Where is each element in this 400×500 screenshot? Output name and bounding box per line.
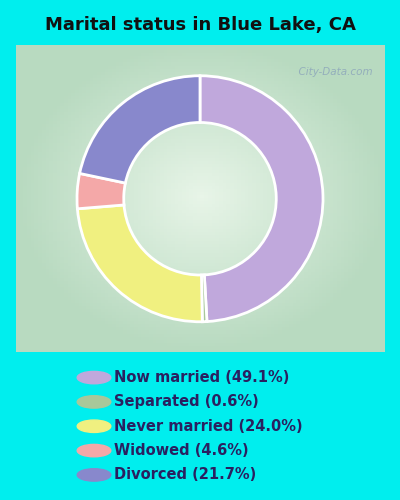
Text: Separated (0.6%): Separated (0.6%)	[114, 394, 259, 409]
Circle shape	[77, 444, 111, 457]
Circle shape	[77, 420, 111, 432]
Wedge shape	[200, 76, 323, 322]
Circle shape	[77, 372, 111, 384]
Text: Now married (49.1%): Now married (49.1%)	[114, 370, 289, 385]
Wedge shape	[80, 76, 200, 183]
Wedge shape	[77, 174, 125, 209]
Text: Divorced (21.7%): Divorced (21.7%)	[114, 468, 256, 482]
Text: City-Data.com: City-Data.com	[292, 66, 373, 76]
Wedge shape	[78, 205, 202, 322]
Text: Widowed (4.6%): Widowed (4.6%)	[114, 443, 249, 458]
Text: Marital status in Blue Lake, CA: Marital status in Blue Lake, CA	[44, 16, 356, 34]
Wedge shape	[202, 275, 207, 322]
Circle shape	[77, 468, 111, 481]
Text: Never married (24.0%): Never married (24.0%)	[114, 419, 303, 434]
Circle shape	[77, 396, 111, 408]
